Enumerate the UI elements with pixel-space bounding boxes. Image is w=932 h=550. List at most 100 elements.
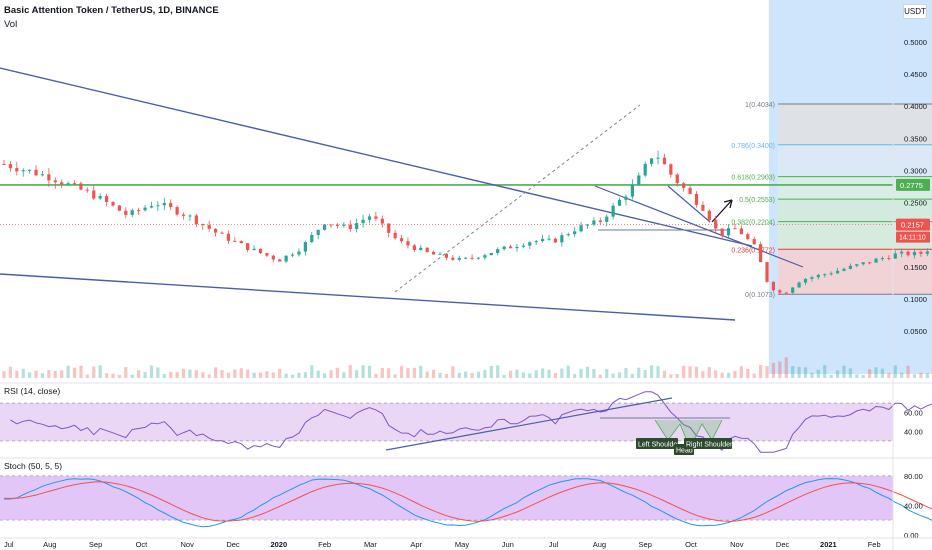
pattern-label: Head (676, 448, 693, 455)
volume-bar (650, 365, 654, 378)
candle-body (900, 251, 904, 254)
volume-bar (746, 368, 750, 378)
candle-body (66, 183, 70, 185)
time-axis-tick: May (455, 540, 469, 549)
volume-bar (835, 370, 840, 378)
volume-bar (823, 365, 827, 378)
volume-bar (624, 368, 628, 378)
candle-body (541, 238, 545, 242)
time-axis-tick: Oct (685, 540, 698, 549)
volume-bar (124, 367, 128, 378)
volume-bar (508, 370, 513, 378)
candle-body (85, 189, 89, 191)
candle-body (739, 228, 743, 235)
rsi-trendline (385, 397, 673, 451)
volume-bar (803, 367, 808, 378)
volume-bar (399, 366, 404, 378)
candle-body (60, 182, 64, 185)
fib-level-label: 0.786(0.3400) (731, 143, 775, 150)
candle-body (733, 228, 737, 230)
price-axis-tick: 0.4500 (904, 70, 927, 79)
volume-bar (816, 369, 820, 378)
candle-body (124, 210, 128, 215)
rsi-band (0, 403, 893, 441)
volume-bar (8, 366, 13, 378)
volume-bar (432, 369, 436, 378)
volume-bar (290, 374, 295, 378)
volume-bar (861, 374, 865, 378)
candle-body (130, 210, 134, 215)
candle-body (278, 259, 282, 262)
fib-level-label: 1(0.4034) (745, 102, 775, 109)
volume-bar (335, 367, 340, 378)
volume-bar (367, 365, 372, 378)
volume-bar (726, 372, 731, 378)
volume-bar (194, 370, 198, 378)
candles (2, 150, 929, 296)
rsi-line (10, 391, 932, 453)
time-axis-tick: Jul (549, 540, 559, 549)
volume-bar (111, 373, 115, 378)
candle-body (220, 232, 224, 234)
volume-bar (893, 365, 897, 378)
volume-bar (797, 366, 801, 378)
stoch-d-line (3, 481, 932, 522)
currency-selector[interactable]: USDT (903, 4, 927, 19)
volume-bar (92, 366, 96, 378)
volume-bar (66, 365, 70, 378)
time-axis-tick: 2020 (270, 540, 287, 549)
volume-bar (912, 374, 917, 378)
fib-zone (778, 144, 932, 177)
candle-body (40, 174, 45, 176)
candle-body (457, 257, 461, 260)
price-axis-tick: 0.1500 (904, 263, 927, 272)
time-axis-tick: Feb (318, 540, 331, 549)
volume-bar (143, 372, 147, 378)
volume-bar (72, 367, 77, 378)
volume-bar (553, 373, 558, 378)
candle-body (784, 292, 788, 294)
volume-bar (752, 373, 756, 378)
candle-body (323, 224, 327, 230)
volume-bar (374, 373, 378, 378)
volume-bar (925, 373, 929, 378)
volume-bar (810, 372, 814, 378)
volume-bar (868, 369, 872, 378)
candle-body (156, 205, 160, 207)
volume-bar (733, 370, 737, 378)
volume-bar (900, 372, 904, 378)
candle-body (682, 183, 686, 188)
candle-body (726, 228, 731, 236)
candle-body (816, 274, 820, 278)
volume-bar (310, 365, 314, 378)
volume-bar (714, 370, 718, 378)
volume-bar (611, 373, 615, 378)
volume-bar (778, 361, 782, 378)
volume-bar (598, 374, 602, 378)
candle-body (117, 205, 122, 211)
volume-bar (348, 365, 352, 378)
volume-bar (476, 371, 481, 378)
volume-bar (694, 366, 699, 378)
candle-body (406, 241, 410, 246)
candle-body (919, 251, 923, 254)
volume-bar (483, 369, 487, 378)
stoch-pane (0, 475, 932, 528)
time-axis-tick: Mar (364, 540, 377, 549)
candle-body (810, 277, 814, 279)
time-axis-tick: Nov (181, 540, 195, 549)
volume-bar (451, 366, 455, 378)
volume-bar (675, 373, 679, 378)
volume-bar (560, 368, 564, 378)
candle-body (637, 175, 641, 186)
candle-body (483, 255, 487, 258)
volume-bar (489, 365, 493, 378)
volume-bar (15, 370, 19, 378)
volume-bar (380, 367, 384, 378)
candle-body (573, 231, 577, 235)
candle-body (887, 258, 891, 260)
candle-body (470, 257, 474, 259)
fib-zone (778, 104, 932, 145)
stoch-band (0, 475, 893, 521)
